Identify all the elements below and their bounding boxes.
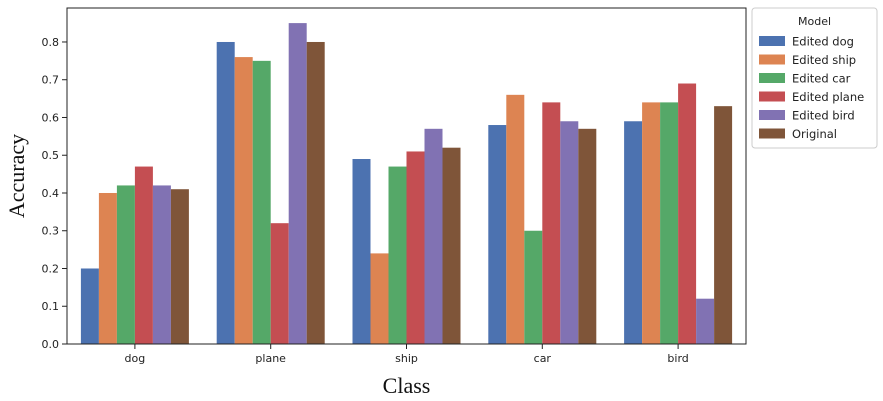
x-tick-label-dog: dog bbox=[125, 352, 146, 365]
bars-layer bbox=[80, 23, 733, 344]
bar-original-plane bbox=[306, 41, 325, 344]
x-tick-label-car: car bbox=[534, 352, 552, 365]
y-axis-title: Accuracy bbox=[4, 134, 29, 218]
bar-edited-bird-dog bbox=[152, 185, 171, 344]
y-tick-label: 0.3 bbox=[42, 225, 60, 238]
y-tick-label: 0.2 bbox=[42, 262, 60, 275]
legend-swatch bbox=[759, 73, 785, 83]
bar-edited-car-dog bbox=[116, 185, 135, 344]
bar-edited-ship-ship bbox=[370, 253, 389, 344]
bar-edited-car-bird bbox=[660, 102, 679, 344]
bar-edited-plane-plane bbox=[270, 223, 289, 344]
bar-edited-dog-bird bbox=[624, 121, 643, 344]
y-axis: 0.0 0.1 0.2 0.3 0.4 0.5 0.6 0.7 0.8 bbox=[42, 36, 67, 351]
legend-swatch bbox=[759, 110, 785, 120]
bar-original-dog bbox=[170, 189, 189, 344]
bar-edited-bird-plane bbox=[288, 23, 307, 344]
bar-original-bird bbox=[714, 106, 733, 344]
legend-swatch bbox=[759, 54, 785, 65]
plot-frame bbox=[66, 7, 747, 345]
x-tick-label-plane: plane bbox=[255, 352, 286, 365]
x-tick-label-ship: ship bbox=[395, 352, 418, 365]
legend-swatch bbox=[759, 128, 785, 139]
legend-label: Edited dog bbox=[792, 35, 854, 49]
bar-edited-ship-bird bbox=[642, 102, 661, 344]
y-tick-label: 0.8 bbox=[42, 36, 60, 49]
bar-edited-car-ship bbox=[388, 166, 407, 344]
y-tick-label: 0.7 bbox=[42, 74, 60, 87]
legend-swatch bbox=[759, 91, 785, 102]
bar-edited-car-car bbox=[524, 230, 543, 344]
x-axis-title: Class bbox=[383, 373, 431, 398]
legend-label: Edited plane bbox=[792, 90, 864, 104]
bar-edited-car-plane bbox=[252, 60, 271, 344]
bar-edited-dog-car bbox=[488, 125, 507, 344]
bar-edited-dog-plane bbox=[216, 41, 235, 344]
legend-swatch bbox=[759, 36, 785, 46]
bar-edited-bird-car bbox=[560, 121, 579, 344]
legend-label: Edited car bbox=[792, 72, 851, 86]
bar-edited-dog-dog bbox=[80, 268, 99, 344]
x-axis: dog plane ship car bird bbox=[125, 344, 689, 365]
bar-edited-plane-dog bbox=[134, 166, 153, 344]
bar-edited-plane-car bbox=[542, 102, 561, 344]
bar-edited-ship-car bbox=[506, 94, 525, 344]
bar-edited-bird-bird bbox=[696, 298, 715, 344]
bar-edited-ship-plane bbox=[234, 57, 253, 344]
y-tick-label: 0.4 bbox=[42, 187, 60, 200]
bar-edited-ship-dog bbox=[98, 192, 117, 344]
y-tick-label: 0.1 bbox=[42, 300, 60, 313]
x-tick-label-bird: bird bbox=[667, 352, 688, 365]
y-tick-label: 0.6 bbox=[42, 111, 60, 124]
bar-original-ship bbox=[442, 147, 461, 344]
bar-edited-plane-bird bbox=[678, 83, 697, 344]
legend-title: Model bbox=[798, 15, 831, 28]
legend-label: Edited bird bbox=[792, 109, 855, 123]
y-tick-label: 0.5 bbox=[42, 149, 60, 162]
bar-edited-bird-ship bbox=[424, 128, 443, 344]
bar-edited-plane-ship bbox=[406, 151, 425, 344]
legend-items: Edited dog Edited ship Edited car Edited pl… bbox=[759, 35, 864, 141]
bar-original-car bbox=[578, 128, 597, 344]
y-tick-label: 0.0 bbox=[42, 338, 60, 351]
bar-edited-dog-ship bbox=[352, 159, 371, 344]
legend-label: Original bbox=[792, 127, 837, 141]
legend-label: Edited ship bbox=[792, 53, 856, 67]
